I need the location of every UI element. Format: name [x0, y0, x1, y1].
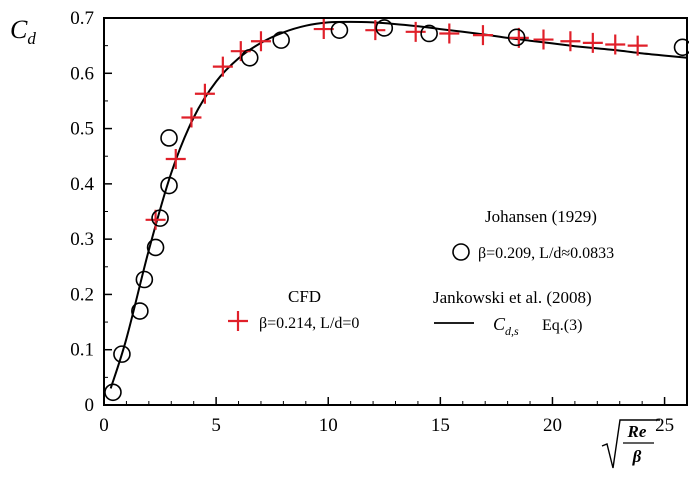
tick-layer: 0 5 10 15 20 25 0 0.1 0.2 0.3 0.4 0.5 0.6 0.7 — [70, 8, 674, 436]
cfd-point — [145, 209, 166, 230]
x-tick-label: 15 — [431, 415, 450, 436]
legend-jankowski-symbol-base: C — [493, 314, 506, 334]
x-tick-label: 20 — [543, 415, 562, 436]
legend-jankowski-symbol: Cd,s — [493, 314, 519, 338]
y-tick-label: 0.4 — [70, 174, 94, 195]
y-axis-label-sub: d — [27, 29, 36, 48]
cfd-point — [194, 83, 215, 104]
cfd-point — [472, 25, 493, 46]
x-axis-label: Re β — [601, 419, 660, 469]
y-tick-label: 0.2 — [70, 284, 94, 305]
y-tick-label: 0 — [85, 395, 95, 416]
x-tick-label: 5 — [211, 415, 221, 436]
y-tick-label: 0.7 — [70, 8, 94, 29]
cfd-point — [405, 21, 426, 42]
y-axis-label-base: C — [10, 15, 28, 44]
x-axis-label-denominator: β — [632, 447, 642, 466]
cfd-point — [365, 20, 386, 41]
legend-johansen-title: Johansen (1929) — [485, 207, 597, 226]
y-tick-label: 0.1 — [70, 340, 94, 361]
johansen-point — [131, 302, 149, 320]
cfd-point — [230, 41, 251, 62]
johansen-point — [135, 270, 154, 289]
cfd-point — [181, 107, 202, 128]
johansen-point — [330, 21, 349, 39]
cfd-point — [250, 31, 271, 52]
legend-johansen-detail: β=0.209, L/d≈0.0833 — [478, 245, 614, 262]
y-axis-label: Cd — [10, 15, 36, 48]
johansen-point — [151, 209, 169, 227]
cfd-point — [439, 23, 460, 44]
marker-layer — [104, 19, 689, 402]
legend-cfd-title: CFD — [288, 287, 321, 306]
cfd-point — [605, 34, 626, 55]
cfd-point — [313, 19, 334, 40]
johansen-point — [507, 28, 526, 47]
y-tick-label: 0.5 — [70, 119, 94, 140]
johansen-point — [420, 24, 438, 43]
cfd-point — [533, 29, 554, 50]
x-tick-label: 0 — [99, 415, 109, 436]
cfd-point — [212, 56, 233, 77]
johansen-point — [113, 345, 131, 363]
x-tick-label: 10 — [319, 415, 338, 436]
johansen-point — [272, 31, 290, 49]
johansen-point — [160, 176, 178, 195]
x-tick-label: 25 — [655, 415, 674, 436]
legend-johansen: Johansen (1929) β=0.209, L/d≈0.0833 — [452, 207, 614, 262]
y-tick-label: 0.6 — [70, 63, 94, 84]
legend-jankowski-detail: Eq.(3) — [542, 317, 582, 334]
johansen-point — [240, 49, 259, 67]
legend-cfd-detail: β=0.214, L/d=0 — [259, 315, 359, 332]
legend-cfd: CFD β=0.214, L/d=0 — [228, 287, 359, 332]
johansen-point — [673, 38, 689, 57]
legend-cfd-marker — [228, 311, 248, 331]
sqrt-radical — [601, 419, 660, 469]
johansen-point — [160, 129, 178, 147]
cfd-point — [560, 31, 581, 52]
x-axis-label-numerator: Re — [627, 422, 647, 441]
cfd-point — [582, 32, 603, 53]
legend-jankowski-symbol-sub: d,s — [505, 324, 519, 338]
legend-jankowski-title: Jankowski et al. (2008) — [433, 288, 592, 307]
y-tick-label: 0.3 — [70, 229, 94, 250]
johansen-point — [375, 19, 394, 37]
legend-jankowski: Jankowski et al. (2008) Cd,s Eq.(3) — [433, 288, 592, 338]
cfd-point — [627, 35, 648, 56]
legend-johansen-marker — [452, 243, 470, 261]
cfd-point — [165, 148, 186, 169]
johansen-point — [146, 238, 165, 257]
